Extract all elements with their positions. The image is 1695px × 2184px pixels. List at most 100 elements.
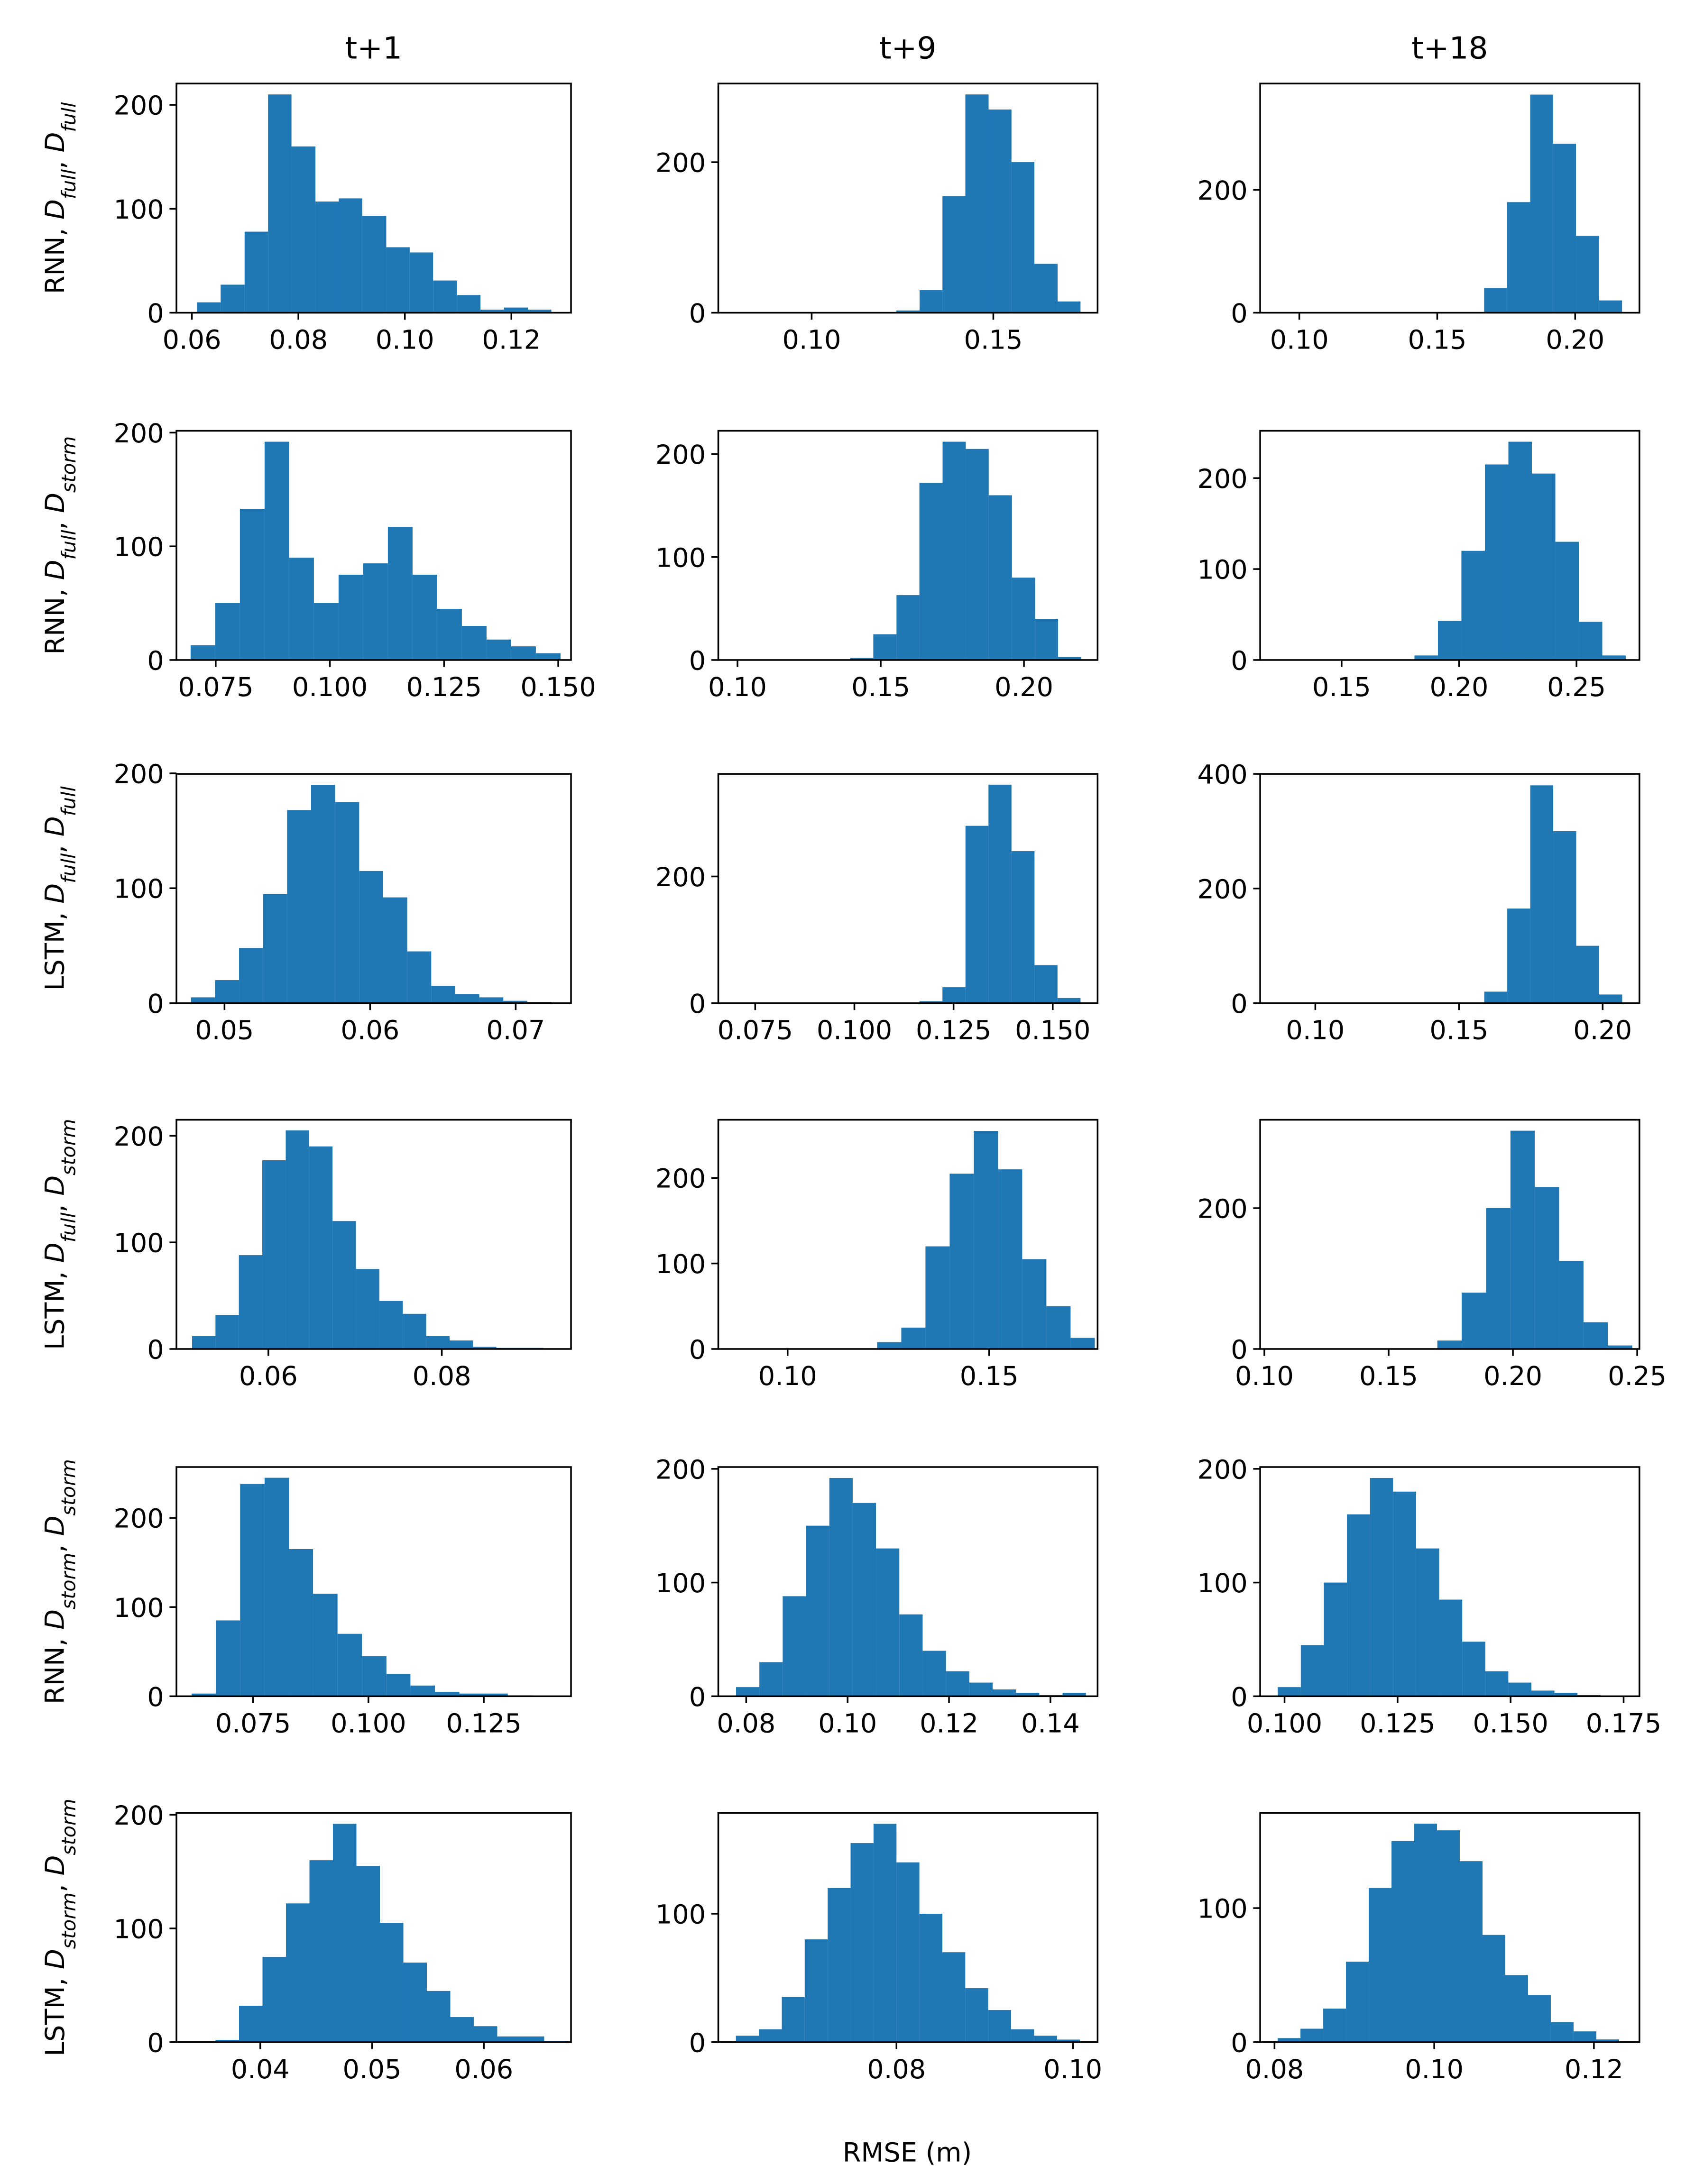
y-label-subscript: full	[57, 853, 80, 883]
bar	[806, 1525, 829, 1697]
y-tick-label: 200	[655, 440, 706, 470]
bar	[1034, 2036, 1057, 2042]
bar	[922, 1651, 946, 1697]
y-tick-label: 200	[113, 418, 164, 449]
bar	[216, 1620, 240, 1697]
x-tick-label: 0.15	[1408, 325, 1467, 356]
y-label-part: D	[40, 1515, 71, 1536]
y-tick-label: 100	[655, 1249, 706, 1280]
y-label-part: RNN,	[40, 220, 71, 294]
x-tick-label: 0.10	[1043, 2054, 1102, 2085]
bar	[356, 1269, 379, 1349]
x-tick-label: 0.10	[782, 325, 841, 356]
bar	[461, 625, 487, 660]
bar	[1484, 991, 1508, 1003]
bar	[359, 871, 383, 1003]
bar	[876, 1548, 900, 1697]
y-tick-label: 0	[1231, 1334, 1247, 1365]
bar	[946, 1671, 969, 1697]
y-tick-label: 200	[1197, 1193, 1247, 1224]
bar	[759, 1662, 783, 1697]
bar	[215, 603, 240, 660]
bar	[1461, 551, 1485, 660]
y-label-subscript: full	[57, 530, 80, 560]
y-tick-label: 0	[147, 989, 164, 1019]
bar	[1323, 2009, 1346, 2042]
bar	[215, 980, 240, 1003]
bar	[1602, 655, 1626, 660]
bar	[1034, 965, 1058, 1003]
bar	[965, 94, 989, 313]
y-tick-label: 200	[113, 1504, 164, 1534]
bar	[925, 1246, 950, 1349]
x-tick-label: 0.15	[1429, 1015, 1488, 1046]
x-tick-label: 0.100	[817, 1015, 892, 1046]
bar	[988, 2010, 1012, 2042]
bar	[896, 1862, 920, 2042]
bar	[215, 2039, 240, 2042]
axes-frame	[717, 83, 1099, 314]
y-tick-label: 0	[1231, 989, 1247, 1019]
bar	[262, 1956, 286, 2042]
bar	[192, 1693, 216, 1697]
y-label-part: D	[40, 1175, 71, 1196]
x-tick-label: 0.10	[376, 325, 434, 356]
bar	[240, 1484, 265, 1697]
y-label-subscript: storm	[57, 1459, 80, 1515]
bar	[829, 1477, 853, 1697]
bar	[437, 609, 462, 660]
bar	[434, 1691, 460, 1697]
bar	[332, 1221, 356, 1349]
axes-frame	[175, 1119, 572, 1350]
bar	[1530, 785, 1554, 1003]
axes-frame	[717, 430, 1099, 661]
bar	[1459, 1861, 1483, 2042]
x-tick-label: 0.08	[867, 2054, 926, 2085]
bar	[311, 785, 335, 1003]
y-tick-label: 200	[1197, 1454, 1247, 1485]
y-tick-label: 100	[113, 532, 164, 563]
bar	[450, 2017, 474, 2042]
bar	[1596, 2039, 1619, 2042]
x-tick-label: 0.12	[1565, 2054, 1623, 2085]
bar	[828, 1888, 851, 2042]
bar	[1414, 1824, 1437, 2042]
x-tick-label: 0.175	[1586, 1708, 1661, 1739]
subplot-title: t+9	[879, 30, 936, 66]
bar	[511, 646, 536, 660]
bar	[873, 1824, 897, 2042]
y-label-subscript: storm	[57, 1119, 80, 1175]
bar	[1554, 1693, 1578, 1697]
bar	[386, 247, 410, 313]
x-tick-label: 0.10	[1270, 325, 1329, 356]
bar	[852, 1503, 876, 1697]
y-label-part: LSTM,	[40, 904, 71, 991]
bar	[426, 1991, 451, 2042]
bar	[426, 1336, 450, 1349]
x-tick-label: 0.08	[717, 1708, 775, 1739]
bar	[1485, 1671, 1509, 1697]
y-label-part: D	[40, 883, 71, 904]
x-tick-label: 0.100	[292, 672, 368, 703]
bar	[1035, 619, 1058, 660]
y-tick-label: 100	[113, 1593, 164, 1624]
y-label-part: D	[40, 493, 71, 513]
bar	[965, 1988, 988, 2042]
x-tick-label: 0.150	[1015, 1015, 1090, 1046]
bar	[356, 1866, 380, 2042]
bar	[783, 1596, 806, 1697]
axes-frame	[175, 430, 572, 661]
bar	[1016, 1693, 1040, 1697]
y-label-part: D	[40, 1949, 71, 1969]
bar	[850, 1843, 874, 2042]
bar	[535, 653, 561, 660]
bar	[339, 198, 362, 313]
bar	[1437, 621, 1462, 660]
bar	[1508, 1682, 1531, 1697]
y-tick-label: 0	[147, 645, 164, 676]
bar	[239, 2006, 263, 2042]
x-tick-label: 0.20	[1573, 1015, 1632, 1046]
y-label-part: ,	[40, 1876, 71, 1892]
bar	[1576, 236, 1599, 313]
bar	[1058, 657, 1081, 660]
